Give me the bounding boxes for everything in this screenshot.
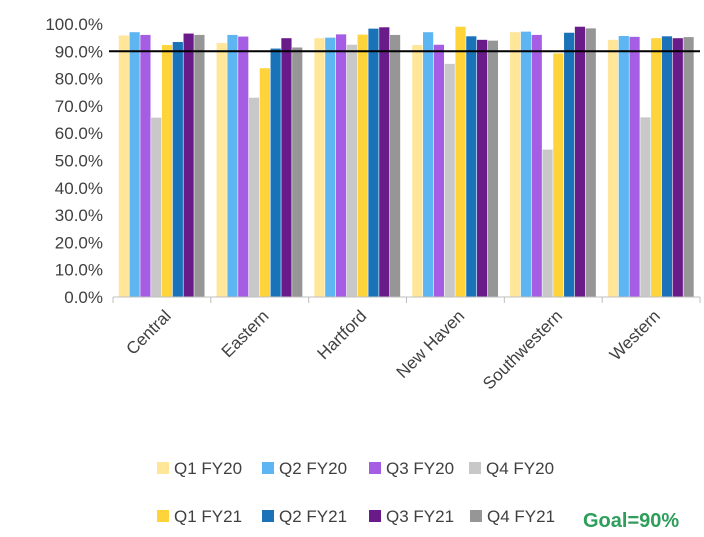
- y-tick-label: 40.0%: [55, 179, 103, 198]
- bars-group: [118, 26, 694, 298]
- bar-southwestern-q1-fy21: [553, 53, 564, 298]
- y-tick-label: 70.0%: [55, 97, 103, 116]
- legend-swatch-q4-fy21: [470, 510, 482, 522]
- bar-central-q4-fy20: [151, 117, 162, 297]
- bar-hartford-q4-fy20: [346, 44, 357, 297]
- bar-hartford-q4-fy21: [389, 34, 401, 298]
- bar-new-haven-q2-fy21: [466, 36, 477, 297]
- legend-swatch-q2-fy20: [262, 462, 274, 474]
- legend-label: Q4 FY20: [486, 459, 554, 478]
- legend-label: Q4 FY21: [487, 507, 555, 526]
- legend-label: Q1 FY21: [174, 507, 242, 526]
- bar-southwestern-q1-fy20: [510, 32, 521, 297]
- bar-new-haven-q3-fy21: [477, 39, 488, 297]
- bar-southwestern-q3-fy21: [574, 26, 586, 297]
- y-tick-label: 20.0%: [55, 233, 103, 252]
- category-label: New Haven: [393, 306, 469, 382]
- bar-eastern-q3-fy21: [281, 38, 292, 297]
- y-tick-label: 60.0%: [55, 124, 103, 143]
- bar-new-haven-q4-fy21: [487, 40, 499, 298]
- category-label: Southwestern: [479, 306, 566, 393]
- legend-label: Q1 FY20: [174, 459, 242, 478]
- bar-southwestern-q2-fy21: [564, 32, 575, 298]
- bar-western-q3-fy21: [672, 38, 683, 297]
- bar-western-q1-fy20: [607, 39, 619, 297]
- bar-southwestern-q3-fy20: [531, 34, 542, 298]
- legend: Q1 FY20 Q2 FY20 Q3 FY20 Q4 FY20 Q1 FY21 Q2 FY…: [157, 459, 555, 526]
- bar-central-q3-fy20: [140, 34, 151, 298]
- legend-label: Q2 FY20: [279, 459, 347, 478]
- y-tick-label: 50.0%: [55, 152, 103, 171]
- y-tick-label: 90.0%: [55, 42, 103, 61]
- bar-western-q4-fy20: [640, 117, 651, 298]
- category-label: Hartford: [314, 306, 371, 363]
- bar-southwestern-q2-fy20: [520, 31, 532, 297]
- category-label: Eastern: [218, 306, 273, 361]
- y-tick-label: 100.0%: [45, 15, 103, 34]
- bar-central-q2-fy20: [129, 32, 140, 297]
- bar-hartford-q2-fy20: [325, 37, 336, 298]
- goal-label: Goal=90%: [583, 510, 679, 532]
- bar-eastern-q1-fy21: [259, 68, 270, 297]
- bar-new-haven-q2-fy20: [423, 32, 434, 297]
- bar-central-q2-fy21: [172, 42, 183, 297]
- category-label: Western: [606, 306, 664, 364]
- bar-central-q1-fy20: [118, 35, 129, 297]
- bar-hartford-q2-fy21: [368, 28, 379, 297]
- bar-central-q3-fy21: [183, 33, 194, 298]
- category-label: Central: [123, 306, 175, 358]
- y-tick-label: 0.0%: [64, 288, 103, 307]
- bar-central-q4-fy21: [194, 34, 205, 298]
- y-tick-label: 10.0%: [55, 261, 103, 280]
- bar-eastern-q4-fy20: [248, 97, 260, 298]
- bar-southwestern-q4-fy21: [585, 28, 596, 298]
- legend-label: Q3 FY20: [386, 459, 454, 478]
- bar-eastern-q3-fy20: [238, 36, 249, 298]
- category-labels: Central Eastern Hartford New Haven Southwest…: [123, 306, 664, 393]
- bar-hartford-q3-fy20: [335, 34, 347, 298]
- y-tick-label: 30.0%: [55, 206, 103, 225]
- bar-eastern-q4-fy21: [292, 47, 303, 298]
- legend-swatch-q4-fy20: [469, 462, 481, 474]
- legend-label: Q3 FY21: [386, 507, 454, 526]
- legend-swatch-q3-fy21: [369, 510, 381, 522]
- bar-eastern-q2-fy20: [227, 34, 238, 298]
- bar-new-haven-q4-fy20: [444, 63, 455, 297]
- bar-western-q1-fy21: [651, 38, 662, 297]
- legend-swatch-q1-fy20: [157, 462, 169, 474]
- bar-new-haven-q3-fy20: [433, 44, 445, 297]
- bar-new-haven-q1-fy20: [412, 45, 423, 297]
- bar-eastern-q1-fy20: [216, 43, 227, 297]
- legend-swatch-q2-fy21: [262, 510, 274, 522]
- bar-hartford-q3-fy21: [379, 27, 390, 298]
- bar-southwestern-q4-fy20: [542, 149, 553, 297]
- bar-western-q2-fy20: [618, 36, 629, 297]
- bar-western-q2-fy21: [661, 36, 673, 297]
- bar-eastern-q2-fy21: [270, 48, 281, 297]
- y-axis-ticks: 0.0% 10.0% 20.0% 30.0% 40.0% 50.0% 60.0% 70.0% 8…: [45, 15, 103, 307]
- bar-hartford-q1-fy20: [314, 38, 325, 297]
- bar-western-q3-fy20: [629, 36, 640, 297]
- category-ticks: [112, 297, 701, 303]
- y-tick-label: 80.0%: [55, 70, 103, 89]
- legend-swatch-q3-fy20: [369, 462, 381, 474]
- legend-swatch-q1-fy21: [157, 510, 169, 522]
- bar-western-q4-fy21: [683, 37, 694, 297]
- legend-label: Q2 FY21: [279, 507, 347, 526]
- bar-central-q1-fy21: [161, 45, 173, 297]
- bar-new-haven-q1-fy21: [455, 26, 466, 297]
- bar-hartford-q1-fy21: [357, 34, 368, 298]
